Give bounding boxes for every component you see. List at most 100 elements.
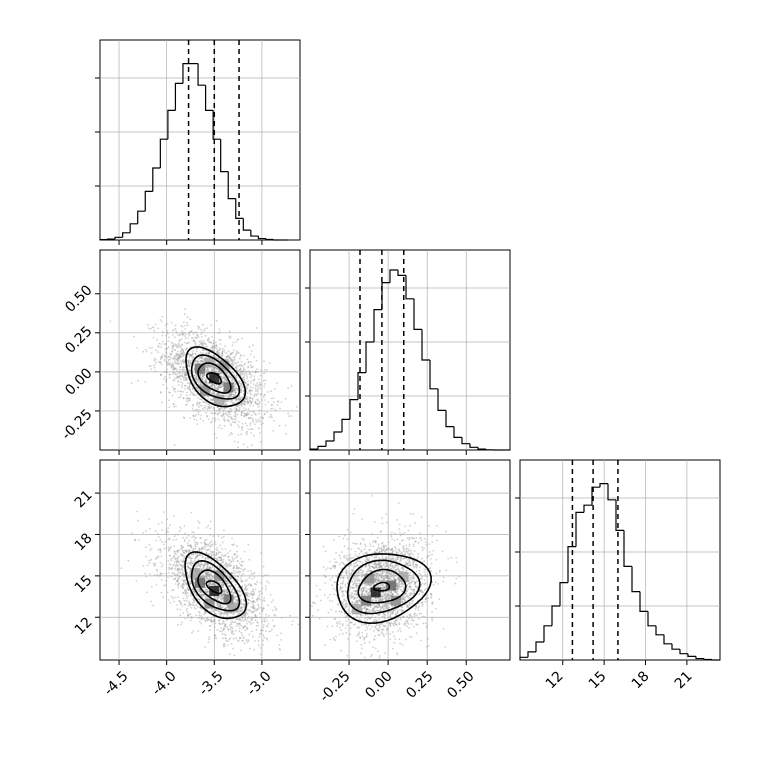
sample-point [150, 558, 152, 561]
sample-point [198, 612, 201, 614]
sample-point [184, 581, 187, 584]
sample-point [219, 551, 222, 554]
sample-point [173, 572, 175, 574]
sample-point [159, 319, 162, 321]
sample-point [222, 384, 224, 387]
sample-point [202, 373, 205, 376]
sample-point [252, 611, 254, 613]
sample-point [178, 353, 181, 356]
sample-point [254, 616, 256, 618]
sample-point [239, 619, 242, 622]
sample-point [255, 413, 257, 416]
sample-point [213, 368, 216, 371]
sample-point [216, 564, 219, 567]
sample-point [223, 409, 226, 412]
sample-point [200, 356, 203, 359]
sample-point [209, 624, 212, 627]
sample-point [204, 610, 206, 613]
sample-point [236, 365, 239, 368]
sample-point [195, 541, 198, 544]
sample-point [196, 360, 199, 363]
sample-point [150, 352, 153, 354]
sample-point [280, 632, 283, 635]
sample-point [182, 390, 185, 393]
sample-point [173, 368, 176, 370]
sample-point [246, 384, 249, 387]
sample-point [199, 606, 202, 609]
sample-point [190, 391, 192, 393]
sample-point [191, 536, 194, 539]
sample-point [244, 374, 246, 377]
sample-point [186, 374, 188, 377]
sample-point [214, 360, 217, 363]
sample-point [218, 551, 221, 554]
sample-point [252, 365, 254, 368]
sample-point [290, 385, 293, 388]
sample-point [232, 372, 234, 374]
sample-point [200, 336, 203, 338]
sample-point [263, 619, 266, 622]
sample-point [200, 622, 202, 625]
sample-point [196, 361, 199, 363]
sample-point [256, 600, 259, 602]
sample-point [189, 563, 192, 566]
sample-point [238, 380, 241, 383]
sample-point [181, 566, 184, 568]
sample-point [199, 404, 201, 407]
sample-point [177, 577, 179, 580]
sample-point [204, 579, 207, 582]
sample-point [233, 440, 236, 443]
sample-point [252, 607, 255, 610]
sample-point [232, 363, 235, 366]
sample-point [185, 600, 188, 602]
sample-point [185, 609, 188, 612]
sample-point [252, 379, 255, 382]
sample-point [210, 544, 213, 547]
sample-point [245, 413, 248, 416]
sample-point [258, 400, 261, 403]
sample-point [206, 571, 209, 573]
sample-point [163, 371, 166, 373]
sample-point [193, 383, 196, 385]
sample-point [219, 409, 222, 412]
sample-point [312, 614, 314, 617]
sample-point [202, 349, 205, 351]
sample-point [257, 590, 260, 593]
sample-point [153, 364, 156, 367]
contour-line [206, 371, 222, 385]
sample-point [166, 371, 169, 374]
sample-point [274, 409, 277, 411]
sample-point [256, 621, 259, 624]
histogram-bar [405, 275, 414, 300]
sample-point [231, 379, 233, 381]
sample-point [177, 565, 179, 568]
sample-point [177, 362, 180, 365]
sample-point [222, 629, 225, 631]
y-tick-labels-x2: 0.50 0.25 0.00 -0.25 [59, 282, 96, 443]
sample-point [226, 356, 228, 358]
sample-point [213, 347, 216, 349]
sample-point [210, 341, 212, 344]
sample-point [187, 592, 189, 594]
sample-point [214, 543, 217, 546]
sample-point [222, 414, 225, 416]
sample-point [229, 357, 232, 360]
sample-point [182, 362, 185, 364]
sample-point [183, 313, 186, 316]
sample-point [230, 623, 233, 626]
sample-point [184, 603, 187, 606]
sample-point [212, 383, 214, 386]
sample-point [210, 385, 213, 387]
sample-point [250, 572, 253, 575]
sample-point [204, 404, 207, 407]
sample-point [256, 382, 258, 384]
sample-point [148, 562, 151, 564]
sample-point [185, 588, 187, 591]
sample-point [179, 352, 182, 355]
sample-point [152, 326, 155, 329]
density-cell [195, 363, 205, 374]
sample-point [230, 393, 233, 396]
sample-point [209, 541, 211, 544]
sample-point [239, 372, 242, 374]
sample-point [252, 607, 255, 609]
